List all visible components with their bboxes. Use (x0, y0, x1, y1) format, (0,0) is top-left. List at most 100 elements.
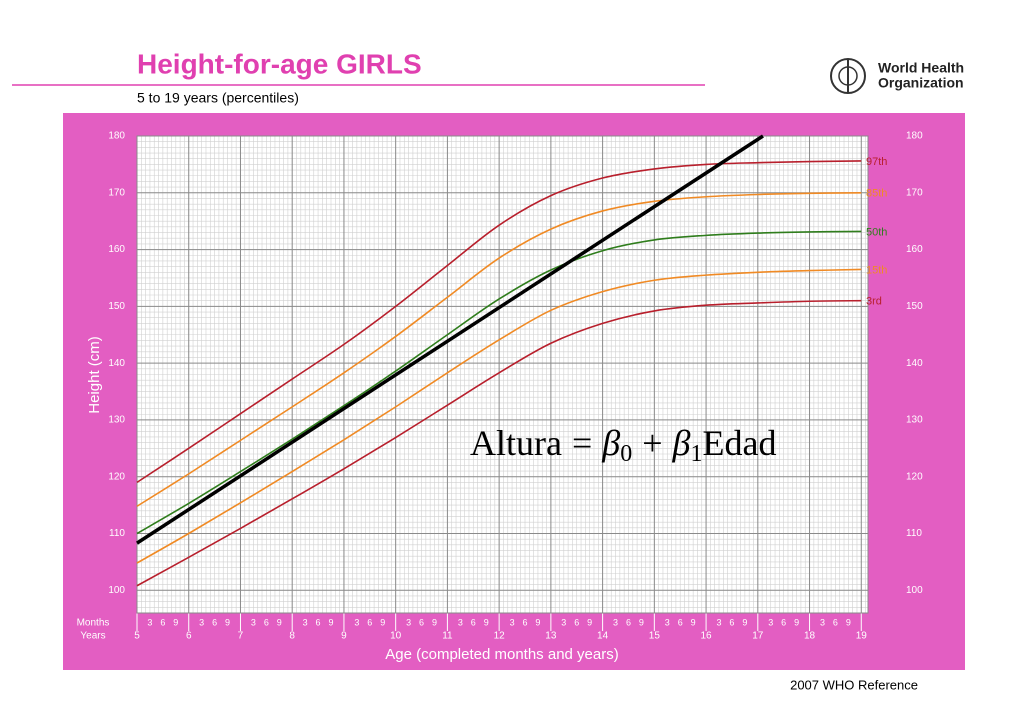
percentile-line (136, 191, 862, 507)
series-label: 15th (866, 264, 887, 276)
annotation: Altura = β0 + β1Edad (470, 423, 776, 466)
month-tick-label: 9 (535, 617, 540, 627)
month-tick-label: 9 (277, 617, 282, 627)
y-tick-label: 120 (906, 471, 923, 482)
plot-border (136, 135, 869, 614)
y-tick-label: 100 (906, 585, 923, 596)
y-tick-label: 130 (108, 415, 125, 426)
y-tick-label: 150 (906, 301, 923, 312)
x-tick-label: 14 (597, 631, 609, 642)
month-tick-label: 9 (484, 617, 489, 627)
month-tick-label: 6 (781, 617, 786, 627)
y-tick-label: 110 (109, 528, 125, 539)
annotation-part: 0 (620, 441, 632, 467)
y-tick-label: 130 (906, 415, 923, 426)
annotation-part: β (601, 423, 620, 463)
month-tick-label: 3 (613, 617, 618, 627)
source: 2007 WHO Reference (790, 677, 918, 692)
month-tick-label: 6 (522, 617, 527, 627)
month-tick-label: 6 (160, 617, 165, 627)
annotation-part: Edad (702, 423, 776, 463)
y-tick-label: 120 (108, 471, 125, 482)
month-tick-label: 9 (432, 617, 437, 627)
x-tick-label: 8 (289, 631, 295, 642)
month-tick-label: 3 (561, 617, 566, 627)
y-axis-label: Height (cm) (86, 336, 103, 414)
y-tick-label: 140 (906, 358, 923, 369)
x-tick-label: 13 (545, 631, 557, 642)
series-label: 3rd (866, 296, 882, 308)
annotation-part: + (642, 423, 662, 463)
regression-line (136, 134, 764, 545)
chart-title: Height-for-age GIRLS (137, 48, 422, 79)
month-tick-label: 3 (354, 617, 359, 627)
series-label: 50th (866, 226, 887, 238)
row-label: Years (80, 631, 105, 642)
x-tick-label: 11 (442, 631, 453, 642)
month-tick-label: 3 (303, 617, 308, 627)
logo-text: World Health (878, 60, 964, 76)
y-tick-label: 170 (108, 187, 125, 198)
x-tick-label: 7 (238, 631, 244, 642)
month-tick-label: 9 (380, 617, 385, 627)
annotation-part: Altura (470, 423, 562, 463)
month-tick-label: 6 (729, 617, 734, 627)
annotation-part: = (572, 423, 592, 463)
x-tick-label: 19 (856, 631, 868, 642)
y-tick-label: 180 (108, 131, 125, 142)
month-tick-label: 6 (626, 617, 631, 627)
month-tick-label: 3 (147, 617, 152, 627)
month-tick-label: 3 (820, 617, 825, 627)
x-tick-label: 10 (390, 631, 402, 642)
percentile-line (136, 230, 862, 535)
annotation-part: 1 (690, 441, 702, 467)
month-tick-label: 6 (264, 617, 269, 627)
chart-subtitle: 5 to 19 years (percentiles) (137, 90, 299, 106)
month-tick-label: 6 (212, 617, 217, 627)
month-tick-label: 9 (691, 617, 696, 627)
x-axis-label: Age (completed months and years) (385, 646, 618, 663)
month-tick-label: 9 (587, 617, 592, 627)
month-tick-label: 6 (471, 617, 476, 627)
y-tick-label: 140 (108, 358, 125, 369)
month-tick-label: 3 (665, 617, 670, 627)
annotation-part: β (672, 423, 691, 463)
y-tick-label: 150 (108, 301, 125, 312)
month-tick-label: 9 (225, 617, 230, 627)
logo-text: Organization (878, 75, 964, 91)
month-tick-label: 9 (328, 617, 333, 627)
y-tick-label: 170 (906, 187, 923, 198)
month-tick-label: 3 (716, 617, 721, 627)
month-tick-label: 3 (510, 617, 515, 627)
x-tick-label: 9 (341, 631, 347, 642)
series-label: 97th (866, 156, 887, 168)
y-tick-label: 100 (108, 585, 125, 596)
percentile-line (136, 160, 862, 484)
month-tick-label: 6 (316, 617, 321, 627)
x-tick-label: 15 (649, 631, 661, 642)
y-tick-label: 160 (906, 244, 923, 255)
x-tick-label: 6 (186, 631, 192, 642)
month-tick-label: 3 (199, 617, 204, 627)
series-label: 85th (866, 188, 887, 200)
month-tick-label: 6 (419, 617, 424, 627)
month-tick-label: 9 (173, 617, 178, 627)
percentile-line (136, 268, 862, 564)
month-tick-label: 9 (742, 617, 747, 627)
y-tick-label: 160 (108, 244, 125, 255)
percentile-line (136, 299, 862, 587)
month-tick-label: 6 (367, 617, 372, 627)
y-tick-label: 180 (906, 131, 923, 142)
x-tick-label: 17 (752, 631, 764, 642)
x-tick-label: 18 (804, 631, 816, 642)
x-tick-label: 5 (134, 631, 140, 642)
month-tick-label: 3 (251, 617, 256, 627)
month-tick-label: 9 (794, 617, 799, 627)
month-tick-label: 3 (458, 617, 463, 627)
x-tick-label: 12 (494, 631, 506, 642)
month-tick-label: 3 (768, 617, 773, 627)
